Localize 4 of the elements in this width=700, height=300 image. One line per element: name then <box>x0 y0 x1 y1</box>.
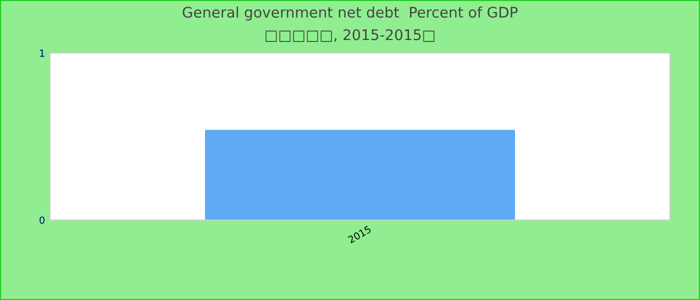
y-tick-label: 0 <box>40 216 44 224</box>
chart-title: General government net debt Percent of GDP <box>182 6 518 21</box>
chart-subtitle: □□□□□, 2015-2015□ <box>266 29 434 42</box>
y-tick-label: 1 <box>40 50 44 57</box>
